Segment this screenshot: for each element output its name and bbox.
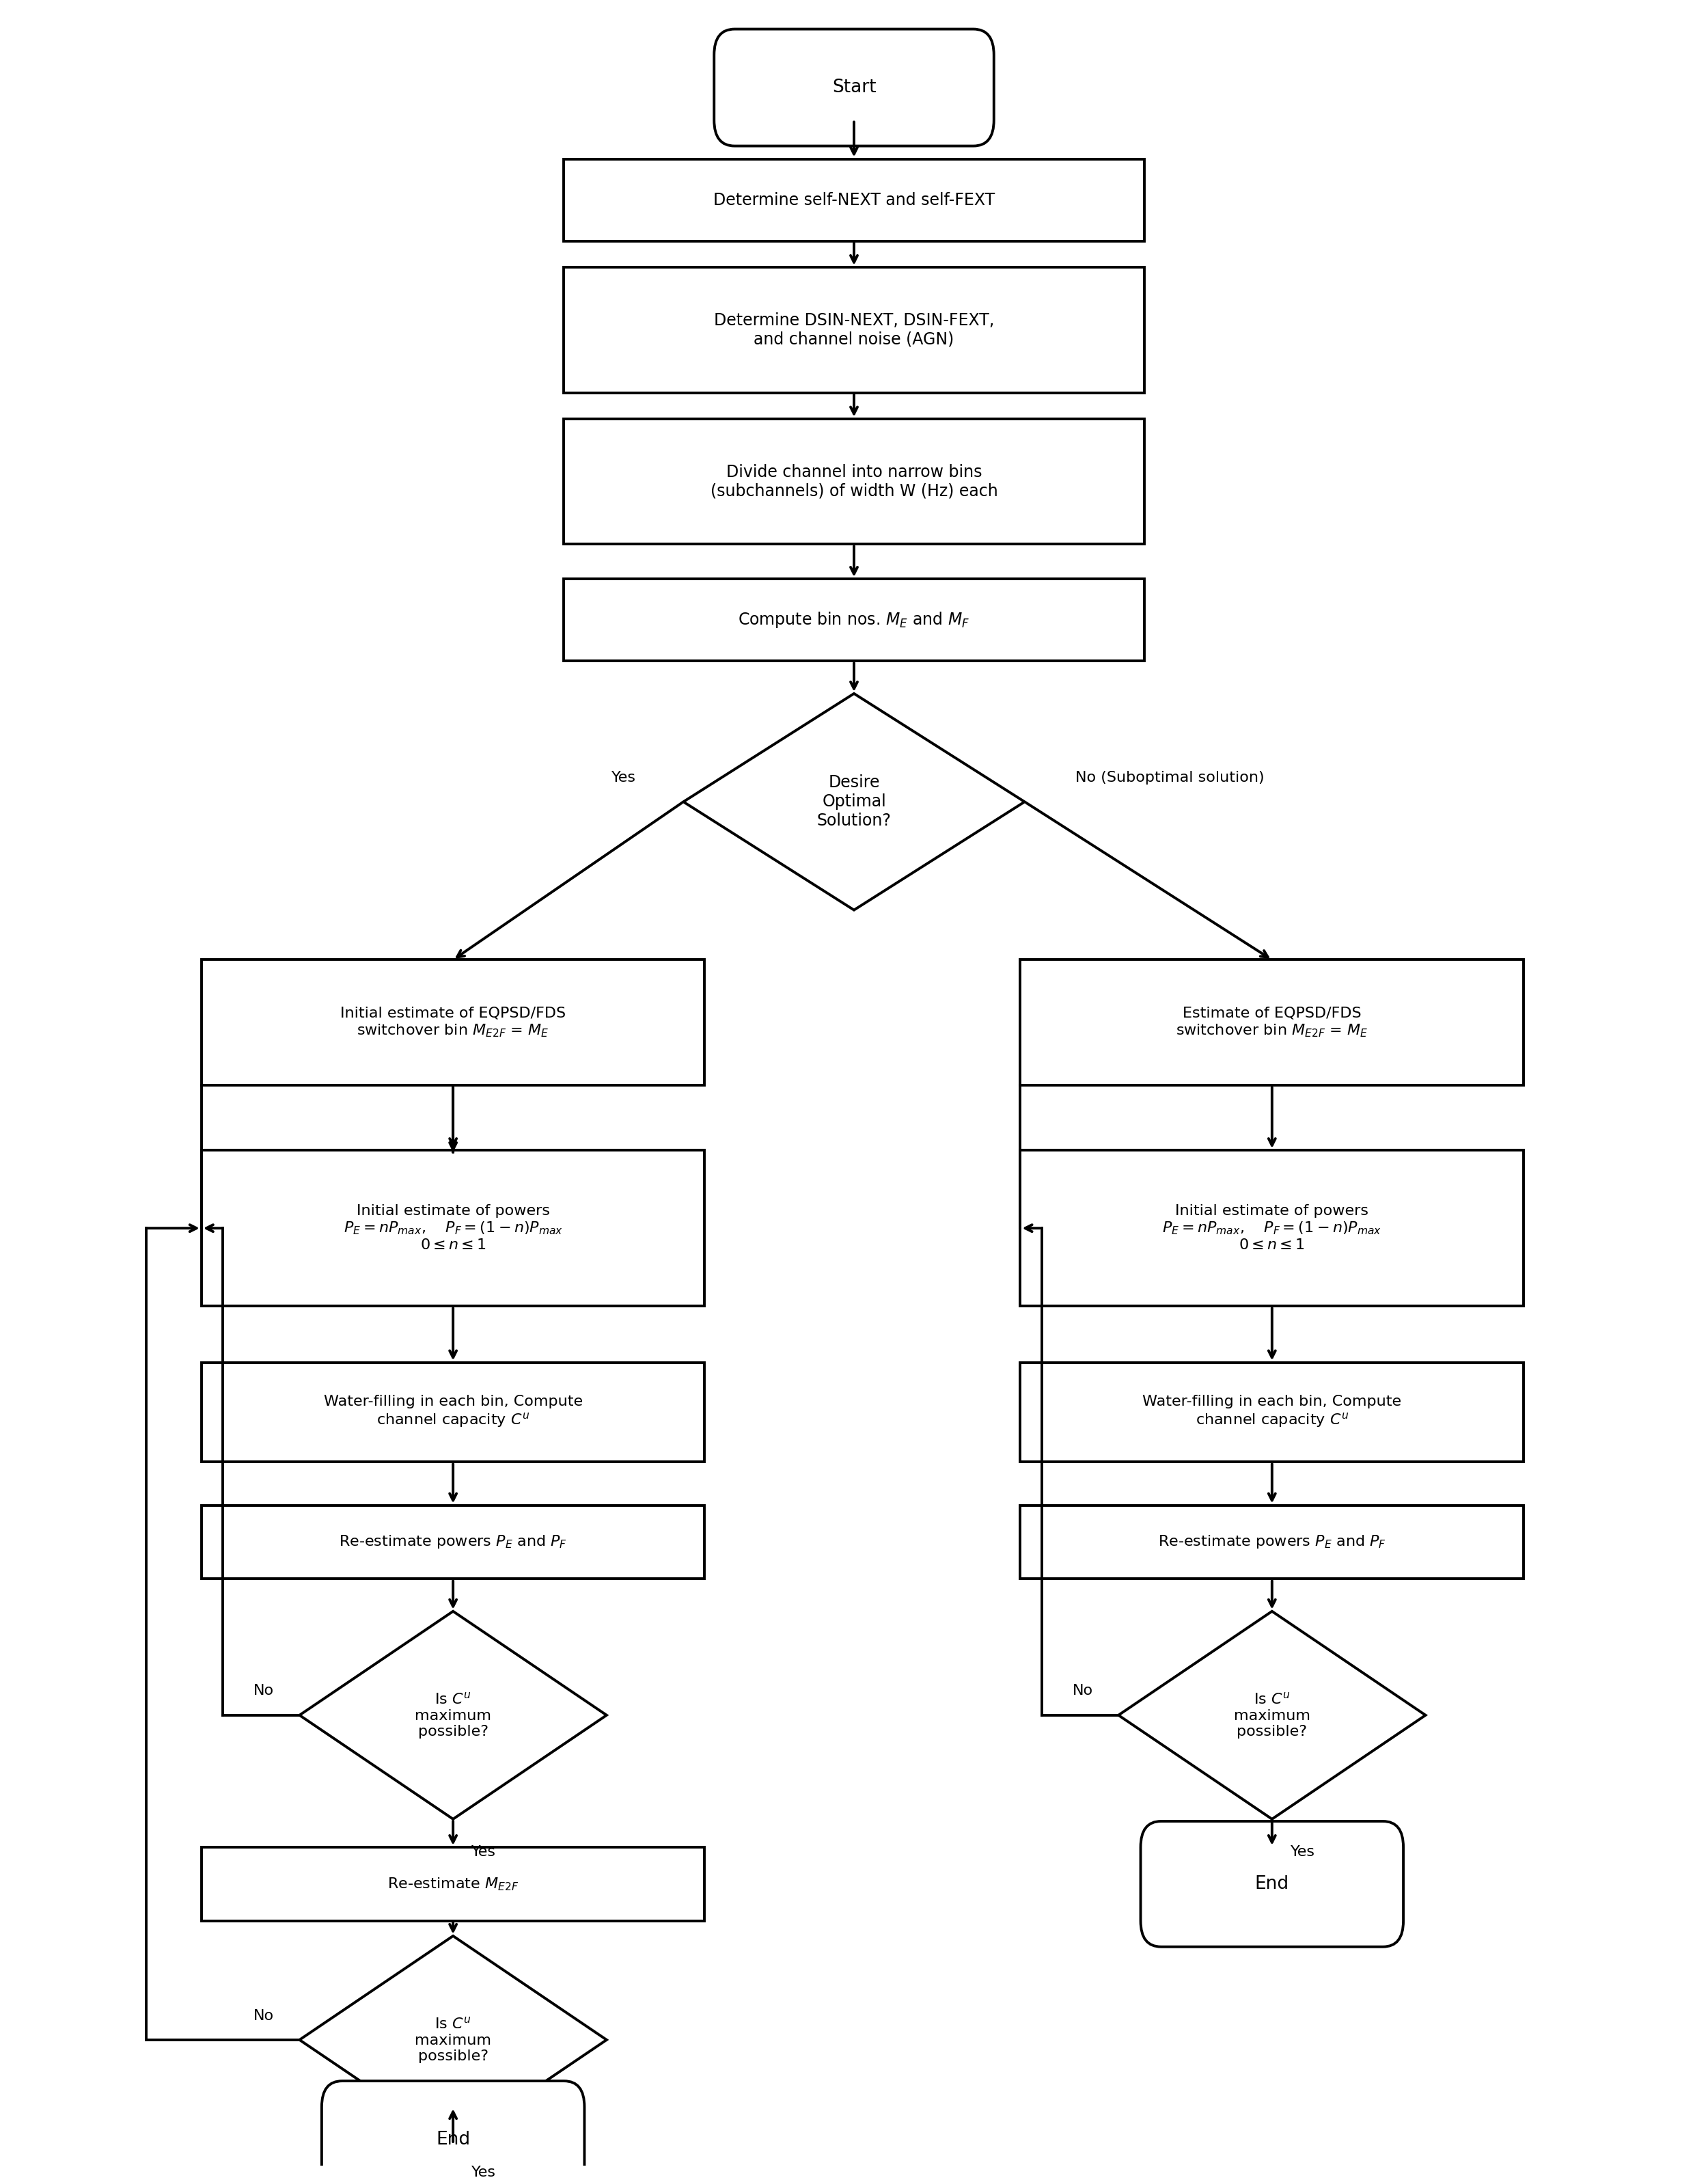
- Text: Yes: Yes: [611, 772, 635, 785]
- Bar: [564, 419, 1144, 545]
- Text: Yes: Yes: [1291, 1844, 1315, 1860]
- Text: No: No: [253, 2008, 273, 2023]
- Polygon shape: [1119, 1611, 1426, 1818]
- Text: No: No: [1073, 1685, 1093, 1698]
- Polygon shape: [299, 1611, 606, 1818]
- Polygon shape: [683, 693, 1025, 909]
- Text: Determine DSIN-NEXT, DSIN-FEXT,
and channel noise (AGN): Determine DSIN-NEXT, DSIN-FEXT, and chan…: [714, 312, 994, 347]
- Bar: [202, 1151, 705, 1306]
- Text: Is $C^u$
maximum
possible?: Is $C^u$ maximum possible?: [415, 2016, 492, 2062]
- Text: Yes: Yes: [471, 1844, 495, 1860]
- Text: Re-estimate $M_{E2F}$: Re-estimate $M_{E2F}$: [388, 1877, 519, 1892]
- Text: Start: Start: [832, 78, 876, 96]
- Text: Initial estimate of powers
$P_E = nP_{max}$,    $P_F = (1-n)P_{max}$
$0 \leq n \: Initial estimate of powers $P_E = nP_{ma…: [343, 1203, 564, 1251]
- Text: Initial estimate of EQPSD/FDS
switchover bin $M_{E2F}$ = $M_E$: Initial estimate of EQPSD/FDS switchover…: [340, 1007, 565, 1038]
- Bar: [1020, 1504, 1524, 1578]
- Bar: [564, 580, 1144, 661]
- Bar: [1020, 1151, 1524, 1306]
- Text: Compute bin nos. $M_E$ and $M_F$: Compute bin nos. $M_E$ and $M_F$: [738, 610, 970, 630]
- Bar: [202, 1362, 705, 1463]
- Bar: [564, 159, 1144, 242]
- Bar: [564, 268, 1144, 392]
- FancyBboxPatch shape: [1141, 1820, 1404, 1947]
- Text: Yes: Yes: [471, 2165, 495, 2180]
- Bar: [1020, 1362, 1524, 1463]
- Text: Initial estimate of powers
$P_E = nP_{max}$,    $P_F = (1-n)P_{max}$
$0 \leq n \: Initial estimate of powers $P_E = nP_{ma…: [1161, 1203, 1382, 1251]
- Bar: [202, 1846, 705, 1921]
- Text: Desire
Optimal
Solution?: Desire Optimal Solution?: [816, 774, 892, 828]
- Text: Re-estimate powers $P_E$ and $P_F$: Re-estimate powers $P_E$ and $P_F$: [338, 1535, 567, 1550]
- Text: End: End: [1255, 1875, 1290, 1892]
- Polygon shape: [299, 1936, 606, 2143]
- Bar: [202, 959, 705, 1086]
- Text: Estimate of EQPSD/FDS
switchover bin $M_{E2F}$ = $M_E$: Estimate of EQPSD/FDS switchover bin $M_…: [1175, 1007, 1368, 1038]
- Text: Determine self-NEXT and self-FEXT: Determine self-NEXT and self-FEXT: [714, 192, 994, 209]
- Text: Water-filling in each bin, Compute
channel capacity $C^u$: Water-filling in each bin, Compute chann…: [1143, 1395, 1402, 1430]
- Bar: [1020, 959, 1524, 1086]
- FancyBboxPatch shape: [714, 28, 994, 146]
- Bar: [202, 1504, 705, 1578]
- Text: End: End: [436, 2130, 470, 2147]
- Text: Re-estimate powers $P_E$ and $P_F$: Re-estimate powers $P_E$ and $P_F$: [1158, 1535, 1387, 1550]
- Text: No (Suboptimal solution): No (Suboptimal solution): [1074, 772, 1264, 785]
- Text: Divide channel into narrow bins
(subchannels) of width W (Hz) each: Divide channel into narrow bins (subchan…: [711, 464, 997, 499]
- Text: No: No: [253, 1685, 273, 1698]
- Text: Is $C^u$
maximum
possible?: Is $C^u$ maximum possible?: [415, 1692, 492, 1740]
- Text: Is $C^u$
maximum
possible?: Is $C^u$ maximum possible?: [1233, 1692, 1310, 1740]
- Text: Water-filling in each bin, Compute
channel capacity $C^u$: Water-filling in each bin, Compute chann…: [323, 1395, 582, 1430]
- FancyBboxPatch shape: [321, 2082, 584, 2180]
